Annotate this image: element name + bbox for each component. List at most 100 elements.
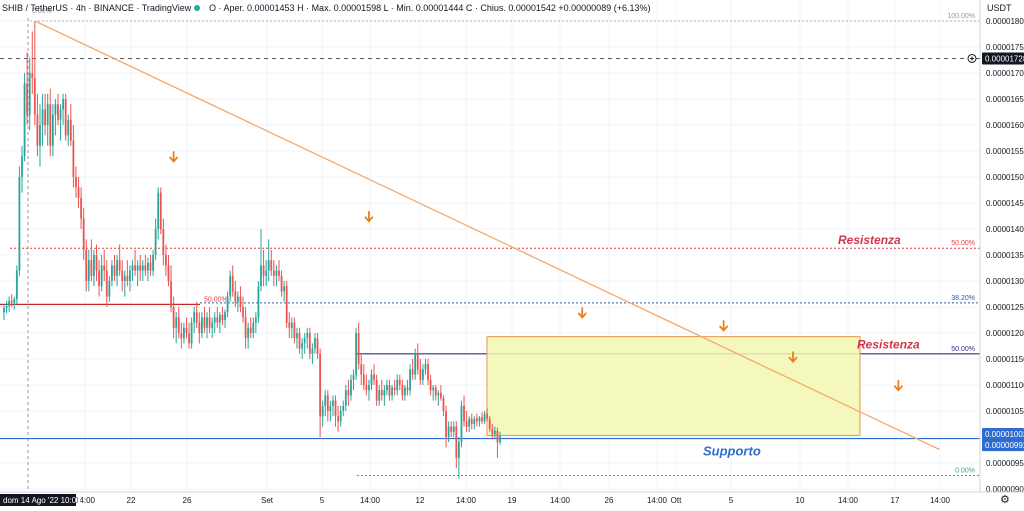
consolidation-box: [486, 336, 861, 436]
x-tick-label: 26: [605, 496, 614, 505]
candle-body: [226, 296, 229, 313]
candle-body: [468, 418, 471, 427]
candle-body: [5, 305, 8, 309]
candle-body: [239, 296, 242, 307]
down-arrow-icon: [364, 210, 374, 223]
candle-body: [18, 177, 21, 271]
candle-body: [249, 327, 252, 333]
candle-body: [216, 317, 219, 323]
consolidation-box-rect: [486, 336, 861, 436]
x-axis: 14:00 22 26 Set 5 14:00 12 14:00 19 14:00 26 14:00 O…: [0, 491, 1024, 506]
candle-body: [499, 435, 501, 443]
candle-body: [229, 275, 232, 297]
candle-body: [15, 270, 18, 300]
candle-body: [46, 104, 49, 125]
candle-body: [386, 385, 388, 391]
y-tick-label: 0.00001100: [986, 381, 1024, 390]
candle-body: [90, 260, 93, 276]
candle-body: [121, 270, 124, 281]
candle-body: [111, 265, 113, 281]
candle-body: [337, 416, 339, 422]
x-tick-label: 19: [508, 496, 517, 505]
candle-body: [118, 260, 121, 271]
price-tag: [982, 427, 1024, 440]
settings-gear-icon[interactable]: ⚙: [1000, 494, 1010, 506]
symbol-title: SHIB / TetherUS · 4h · BINANCE · Trading…: [2, 3, 192, 13]
candle-body: [69, 119, 72, 141]
candle-body: [324, 395, 327, 406]
candle-body: [332, 400, 334, 406]
candle-body: [326, 395, 329, 411]
candle-body: [380, 390, 383, 396]
resistance-label-lower: Resistenza: [857, 338, 920, 352]
candle-body: [465, 421, 468, 427]
candle-body: [440, 392, 442, 398]
plus-icon-glyph: [970, 56, 974, 61]
x-tick-label: Set: [261, 496, 274, 505]
candle-body: [54, 104, 57, 115]
candle-body: [23, 83, 26, 157]
candle-body: [177, 317, 180, 333]
candle-body: [64, 99, 67, 136]
candle-body: [290, 322, 293, 328]
candle-body: [218, 314, 221, 323]
candle-body: [401, 385, 404, 396]
candle-body: [185, 327, 188, 333]
candle-body: [373, 374, 375, 380]
x-tick-label: 26: [183, 496, 192, 505]
candle-body: [463, 405, 465, 422]
candle-body: [347, 390, 350, 396]
candle-body: [162, 229, 165, 255]
candle-body: [147, 262, 149, 271]
candle-body: [95, 255, 98, 271]
candle-body: [409, 369, 411, 391]
candles: [3, 21, 501, 479]
candle-body: [314, 338, 316, 349]
candle-body: [257, 286, 260, 318]
fib-label: 0.00%: [955, 467, 975, 474]
x-tick-label: 14:00: [360, 496, 381, 505]
candle-body: [316, 338, 319, 354]
candle-body: [411, 369, 414, 375]
candle-body: [244, 317, 247, 339]
candle-body: [159, 192, 162, 229]
candle-body: [203, 317, 206, 328]
candle-body: [355, 333, 357, 375]
candle-body: [350, 379, 352, 396]
candle-body: [391, 387, 393, 396]
candle-body: [442, 398, 445, 411]
candle-body: [211, 322, 214, 328]
candle-body: [303, 338, 306, 344]
ohlc-readout: O · Aper. 0.00001453 H · Max. 0.00001598…: [209, 3, 650, 13]
candle-body: [8, 300, 11, 306]
support-label: Supporto: [703, 444, 761, 459]
candle-body: [493, 430, 496, 435]
candle-body: [496, 430, 499, 443]
candle-body: [72, 140, 75, 177]
candle-body: [362, 374, 365, 385]
candle-body: [339, 411, 342, 422]
candle-body: [190, 322, 193, 344]
candle-body: [450, 426, 453, 432]
candle-body: [80, 197, 82, 219]
candle-body: [10, 300, 13, 303]
resistance-label-upper: Resistenza: [838, 233, 901, 247]
x-tick-label: 14:00: [647, 496, 668, 505]
x-tick-label: 10: [796, 496, 805, 505]
candle-body: [275, 270, 278, 276]
candle-body: [126, 275, 129, 281]
candle-body: [429, 379, 432, 391]
candle-body: [98, 270, 100, 287]
candle-body: [231, 275, 234, 292]
crosshair-date-label: dom 14 Ago '22 10:00: [3, 496, 81, 505]
candle-body: [93, 255, 95, 276]
